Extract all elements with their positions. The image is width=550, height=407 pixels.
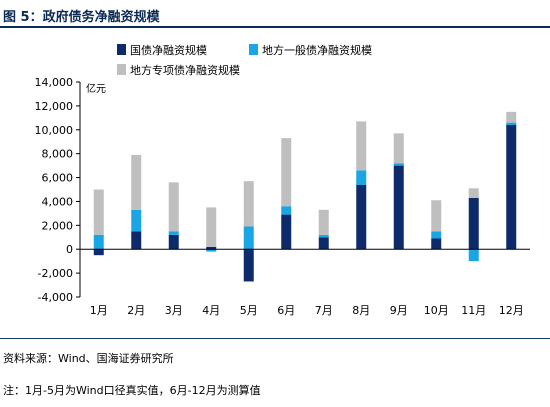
bar-segment-1 bbox=[468, 197, 479, 250]
x-tick-label: 6月 bbox=[277, 304, 295, 317]
bar-segment-3 bbox=[393, 133, 404, 164]
x-tick-label: 7月 bbox=[315, 304, 333, 317]
bar-segment-1 bbox=[206, 246, 217, 250]
bar-segment-2 bbox=[393, 163, 404, 166]
bar-segment-2 bbox=[93, 234, 104, 250]
source-rule bbox=[0, 338, 550, 339]
bar-segment-3 bbox=[243, 181, 254, 227]
legend-label: 国债净融资规模 bbox=[130, 43, 207, 57]
y-tick-label: 10,000 bbox=[35, 124, 74, 137]
x-tick-label: 1月 bbox=[90, 304, 108, 317]
y-tick-label: 8,000 bbox=[42, 148, 74, 161]
legend-swatch bbox=[117, 64, 126, 75]
bar-segment-1 bbox=[168, 234, 179, 250]
bar-segment-3 bbox=[131, 154, 142, 210]
x-tick-label: 5月 bbox=[240, 304, 258, 317]
y-axis: -4,000 -2,000 0 2,000 4,000 6,000 8,000 10,000 1… bbox=[35, 76, 107, 304]
x-tick-label: 12月 bbox=[499, 304, 524, 317]
source-note: 资料来源：Wind、国海证券研究所 bbox=[3, 352, 174, 365]
x-tick-label: 11月 bbox=[461, 304, 486, 317]
legend-label: 地方一般债净融资规模 bbox=[262, 43, 372, 57]
bar-segment-3 bbox=[318, 209, 329, 235]
bar-segment-2 bbox=[206, 249, 217, 252]
x-tick-label: 10月 bbox=[424, 304, 449, 317]
bar-segment-2 bbox=[168, 231, 179, 235]
x-axis: 1月 2月 3月 4月 5月 6月 7月 8月 9月 10月 11月 12月 bbox=[80, 248, 530, 317]
x-tick-label: 2月 bbox=[127, 304, 145, 317]
bar-segment-3 bbox=[431, 200, 442, 232]
bar-segment-1 bbox=[431, 238, 442, 250]
y-tick-label: 4,000 bbox=[42, 195, 74, 208]
bar-segment-3 bbox=[281, 138, 292, 207]
bar-segment-2 bbox=[356, 170, 367, 185]
bar-segment-3 bbox=[206, 207, 217, 247]
y-tick-label: -4,000 bbox=[38, 291, 73, 304]
bar-segment-2 bbox=[243, 226, 254, 250]
bar-segment-3 bbox=[506, 111, 517, 123]
bar-segment-2 bbox=[431, 231, 442, 239]
bar-segment-3 bbox=[468, 188, 479, 198]
legend-label: 地方专项债净融资规模 bbox=[130, 63, 240, 77]
footnote: 注：1月-5月为Wind口径真实值，6月-12月为测算值 bbox=[3, 384, 261, 397]
y-axis-label: 亿元 bbox=[86, 82, 106, 95]
bar-segment-2 bbox=[131, 209, 142, 232]
bar-segment-1 bbox=[393, 165, 404, 250]
title-rule bbox=[0, 26, 550, 28]
bar-segment-2 bbox=[318, 234, 329, 238]
y-tick-label: 0 bbox=[66, 243, 73, 256]
figure-title: 图 5：政府债务净融资规模 bbox=[3, 10, 160, 25]
x-tick-label: 9月 bbox=[390, 304, 408, 317]
bar-segment-3 bbox=[93, 189, 104, 235]
bar-segment-1 bbox=[506, 125, 517, 250]
bar-segment-1 bbox=[281, 214, 292, 250]
y-tick-label: 14,000 bbox=[35, 76, 74, 89]
legend-swatch bbox=[117, 44, 126, 55]
y-tick-label: -2,000 bbox=[38, 267, 73, 280]
x-tick-label: 8月 bbox=[352, 304, 370, 317]
y-tick-label: 6,000 bbox=[42, 172, 74, 185]
bars bbox=[93, 111, 517, 282]
bar-segment-2 bbox=[506, 122, 517, 125]
bar-segment-3 bbox=[168, 182, 179, 232]
bar-segment-1 bbox=[318, 237, 329, 250]
y-tick-label: 2,000 bbox=[42, 219, 74, 232]
bar-segment-1 bbox=[131, 231, 142, 250]
bar-segment-1 bbox=[356, 184, 367, 250]
y-tick-label: 12,000 bbox=[35, 100, 74, 113]
bar-segment-2 bbox=[468, 249, 479, 262]
bar-segment-1 bbox=[243, 249, 254, 282]
legend-swatch bbox=[249, 44, 258, 55]
bar-segment-2 bbox=[281, 206, 292, 215]
x-tick-label: 4月 bbox=[202, 304, 220, 317]
x-tick-label: 3月 bbox=[165, 304, 183, 317]
bar-segment-1 bbox=[93, 249, 104, 256]
bar-segment-3 bbox=[356, 121, 367, 171]
